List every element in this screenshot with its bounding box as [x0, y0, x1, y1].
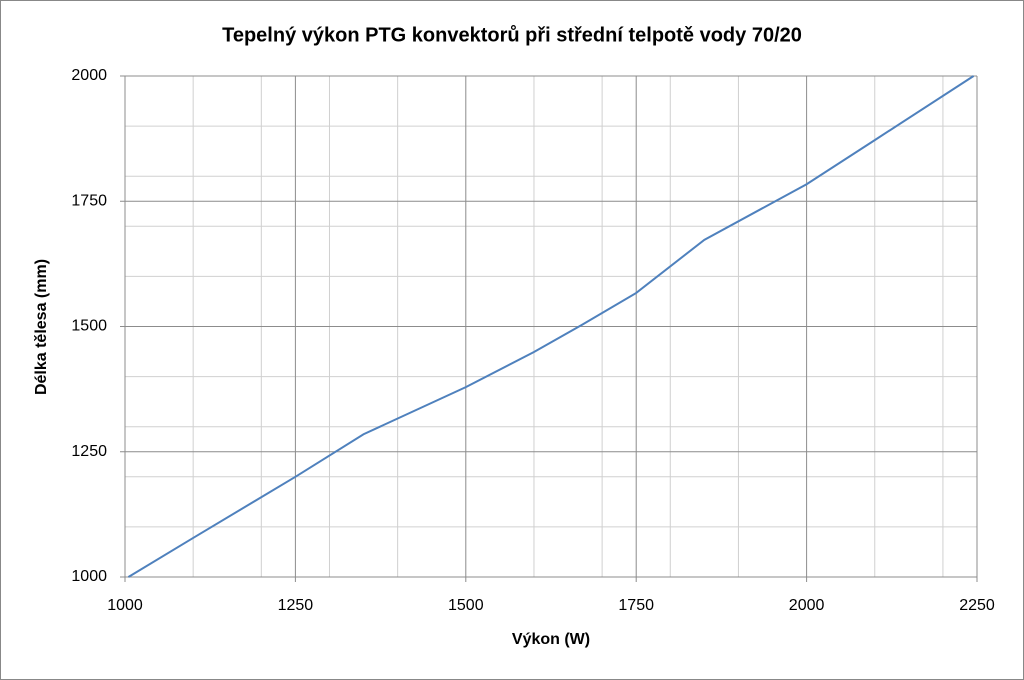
- y-tick-label: 1250: [71, 443, 107, 460]
- x-tick-label: 2000: [789, 597, 825, 614]
- y-tick-label: 1750: [71, 192, 107, 209]
- y-axis-title: Délka tělesa (mm): [33, 259, 50, 395]
- x-tick-label: 2250: [959, 597, 995, 614]
- y-tick-label: 2000: [71, 67, 107, 84]
- y-tick-label: 1500: [71, 318, 107, 335]
- x-tick-label: 1500: [448, 597, 484, 614]
- x-tick-label: 1250: [278, 597, 314, 614]
- x-tick-label: 1750: [618, 597, 654, 614]
- x-axis-title: Výkon (W): [512, 631, 590, 648]
- chart-title: Tepelný výkon PTG konvektorů při střední…: [222, 24, 802, 46]
- data-line: [127, 75, 975, 578]
- y-tick-label: 1000: [71, 568, 107, 585]
- x-tick-label: 1000: [107, 597, 143, 614]
